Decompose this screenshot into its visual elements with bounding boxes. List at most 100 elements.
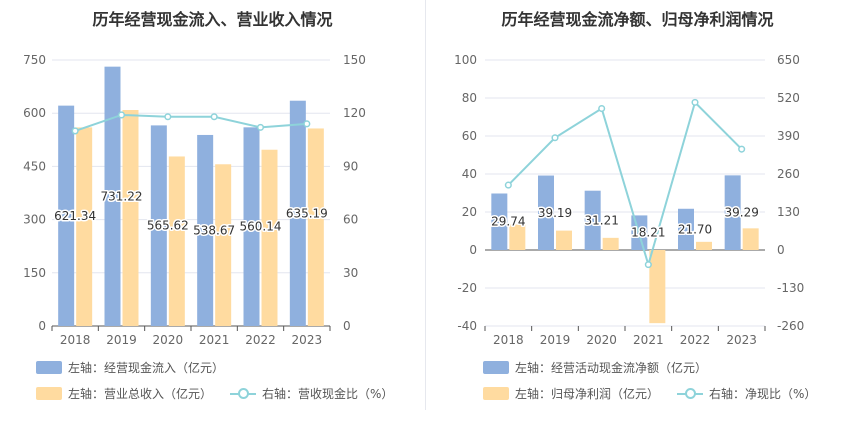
legend-label: 右轴：净现比（%） — [709, 387, 817, 401]
data-label: 635.19 — [286, 206, 328, 220]
x-tick-label: 2021 — [199, 333, 230, 347]
y-right-tick-label: 520 — [777, 91, 800, 105]
data-label: 39.29 — [724, 206, 758, 220]
line-point — [551, 134, 559, 142]
legend-row-1: 左轴：经营活动现金流净额（亿元） — [483, 359, 725, 376]
bar-series-2 — [509, 224, 526, 250]
data-label-halo: 565.62 — [147, 219, 189, 233]
x-tick-label: 2022 — [245, 333, 276, 347]
data-label-halo: 18.21 — [631, 226, 665, 240]
x-tick-label: 2018 — [493, 333, 524, 347]
line-point — [210, 113, 218, 121]
y-right-tick-label: 0 — [777, 243, 785, 257]
line-point — [738, 145, 746, 153]
bar-series-2 — [556, 230, 572, 250]
legend-item-bar1[interactable]: 左轴：经营现金流入（亿元） — [36, 359, 224, 376]
line-point — [644, 261, 652, 269]
legend-item-bar2[interactable]: 左轴：营业总收入（亿元） — [36, 385, 212, 402]
bar-series-2 — [122, 110, 139, 327]
line-point — [504, 181, 512, 189]
data-label-halo: 635.19 — [286, 206, 328, 220]
data-label: 18.21 — [631, 226, 665, 240]
y-left-tick-label: 0 — [38, 319, 46, 333]
bar-series-1 — [243, 127, 260, 327]
y-right-tick-label: -130 — [777, 281, 804, 295]
y-right-tick-label: 390 — [777, 129, 800, 143]
x-tick-label: 2023 — [726, 333, 757, 347]
y-left-tick-label: 300 — [23, 213, 46, 227]
legend-item-bar2[interactable]: 左轴：归母净利润（亿元） — [483, 385, 659, 402]
legend-label: 右轴：营收现金比（%） — [262, 387, 394, 401]
legend-item-line[interactable]: 右轴：营收现金比（%） — [230, 385, 393, 402]
legend-item-bar1[interactable]: 左轴：经营活动现金流净额（亿元） — [483, 359, 707, 376]
y-right-tick-label: 150 — [343, 53, 366, 67]
y-left-tick-label: 0 — [469, 243, 477, 257]
legend-swatch-bar1 — [483, 361, 509, 374]
line-point — [303, 120, 311, 128]
y-right-tick-label: 650 — [777, 53, 800, 67]
x-tick-label: 2020 — [586, 333, 617, 347]
bar-series-1 — [104, 66, 121, 326]
legend-swatch-bar2 — [483, 387, 509, 400]
legend-item-line[interactable]: 右轴：净现比（%） — [677, 385, 816, 402]
bar-series-1 — [538, 175, 554, 250]
legend-row-2: 左轴：营业总收入（亿元） 右轴：营收现金比（%） — [36, 385, 411, 402]
legend-swatch-line — [677, 387, 704, 400]
y-left-tick-label: 60 — [462, 129, 477, 143]
chart-net-cash: -40 -20 0 20 40 60 80 100 -260 -130 0 130 260 390 520 6… — [454, 53, 804, 347]
chart-panel-cash-inflow: 历年经营现金流入、营业收入情况 0 150 300 450 600 750 0 30 60 90 1… — [23, 10, 411, 402]
data-label-halo: 538.67 — [193, 223, 235, 237]
bar-series-2 — [602, 237, 619, 250]
chart-title: 历年经营现金流净额、归母净利润情况 — [501, 10, 774, 29]
line-point — [71, 127, 79, 135]
line-point — [164, 113, 172, 121]
y-left-tick-label: 80 — [462, 91, 477, 105]
data-label: 538.67 — [193, 223, 235, 237]
data-label: 731.22 — [101, 189, 143, 203]
x-tick-label: 2019 — [106, 333, 137, 347]
data-label: 565.62 — [147, 219, 189, 233]
panel-divider — [425, 0, 426, 410]
y-left-tick-label: 600 — [23, 106, 46, 120]
bar-series-2 — [215, 164, 232, 326]
data-label-halo: 39.29 — [724, 206, 758, 220]
y-left-tick-label: -40 — [457, 319, 477, 333]
y-right-tick-label: 90 — [343, 159, 358, 173]
data-label: 21.70 — [678, 222, 712, 236]
y-right-tick-label: 60 — [343, 213, 358, 227]
y-left-tick-label: 100 — [454, 53, 477, 67]
y-left-tick-label: -20 — [457, 281, 477, 295]
legend-row-1: 左轴：经营现金流入（亿元） — [36, 359, 242, 376]
y-left-tick-label: 750 — [23, 53, 46, 67]
data-label-halo: 731.22 — [101, 189, 143, 203]
line-series — [74, 113, 307, 132]
bar-series-1 — [58, 105, 75, 327]
bar-series-2 — [649, 250, 666, 324]
legend-label: 左轴：经营活动现金流净额（亿元） — [515, 361, 708, 375]
bar-series-2 — [696, 241, 712, 250]
bar-series-1 — [197, 134, 214, 326]
y-left-tick-label: 450 — [23, 159, 46, 173]
chart-cash-inflow: 0 150 300 450 600 750 0 30 60 90 120 150 2018 2019 202… — [23, 53, 366, 347]
line-point — [598, 104, 606, 113]
x-tick-label: 2022 — [680, 333, 711, 347]
data-label-halo: 621.34 — [54, 209, 96, 223]
data-label: 621.34 — [54, 209, 96, 223]
data-label-halo: 29.74 — [491, 215, 525, 229]
bar-series-1 — [678, 208, 694, 250]
bar-series-2 — [742, 228, 759, 250]
x-tick-label: 2021 — [633, 333, 664, 347]
data-label: 560.14 — [240, 220, 282, 234]
y-right-tick-label: 120 — [343, 106, 366, 120]
legend-label: 左轴：营业总收入（亿元） — [68, 387, 213, 401]
line-series — [507, 100, 743, 269]
y-left-tick-label: 40 — [462, 167, 477, 181]
legend-label: 左轴：经营现金流入（亿元） — [68, 361, 225, 375]
x-tick-label: 2020 — [153, 333, 184, 347]
y-left-tick-label: 20 — [462, 205, 477, 219]
chart-panel-net-cash: 历年经营现金流净额、归母净利润情况 -40 -20 0 20 40 60 80 100 -260… — [425, 0, 850, 437]
bar-series-2 — [76, 127, 93, 327]
chart-title: 历年经营现金流入、营业收入情况 — [92, 10, 333, 29]
y-left-tick-label: 150 — [23, 266, 46, 280]
bar-series-1 — [491, 193, 508, 250]
